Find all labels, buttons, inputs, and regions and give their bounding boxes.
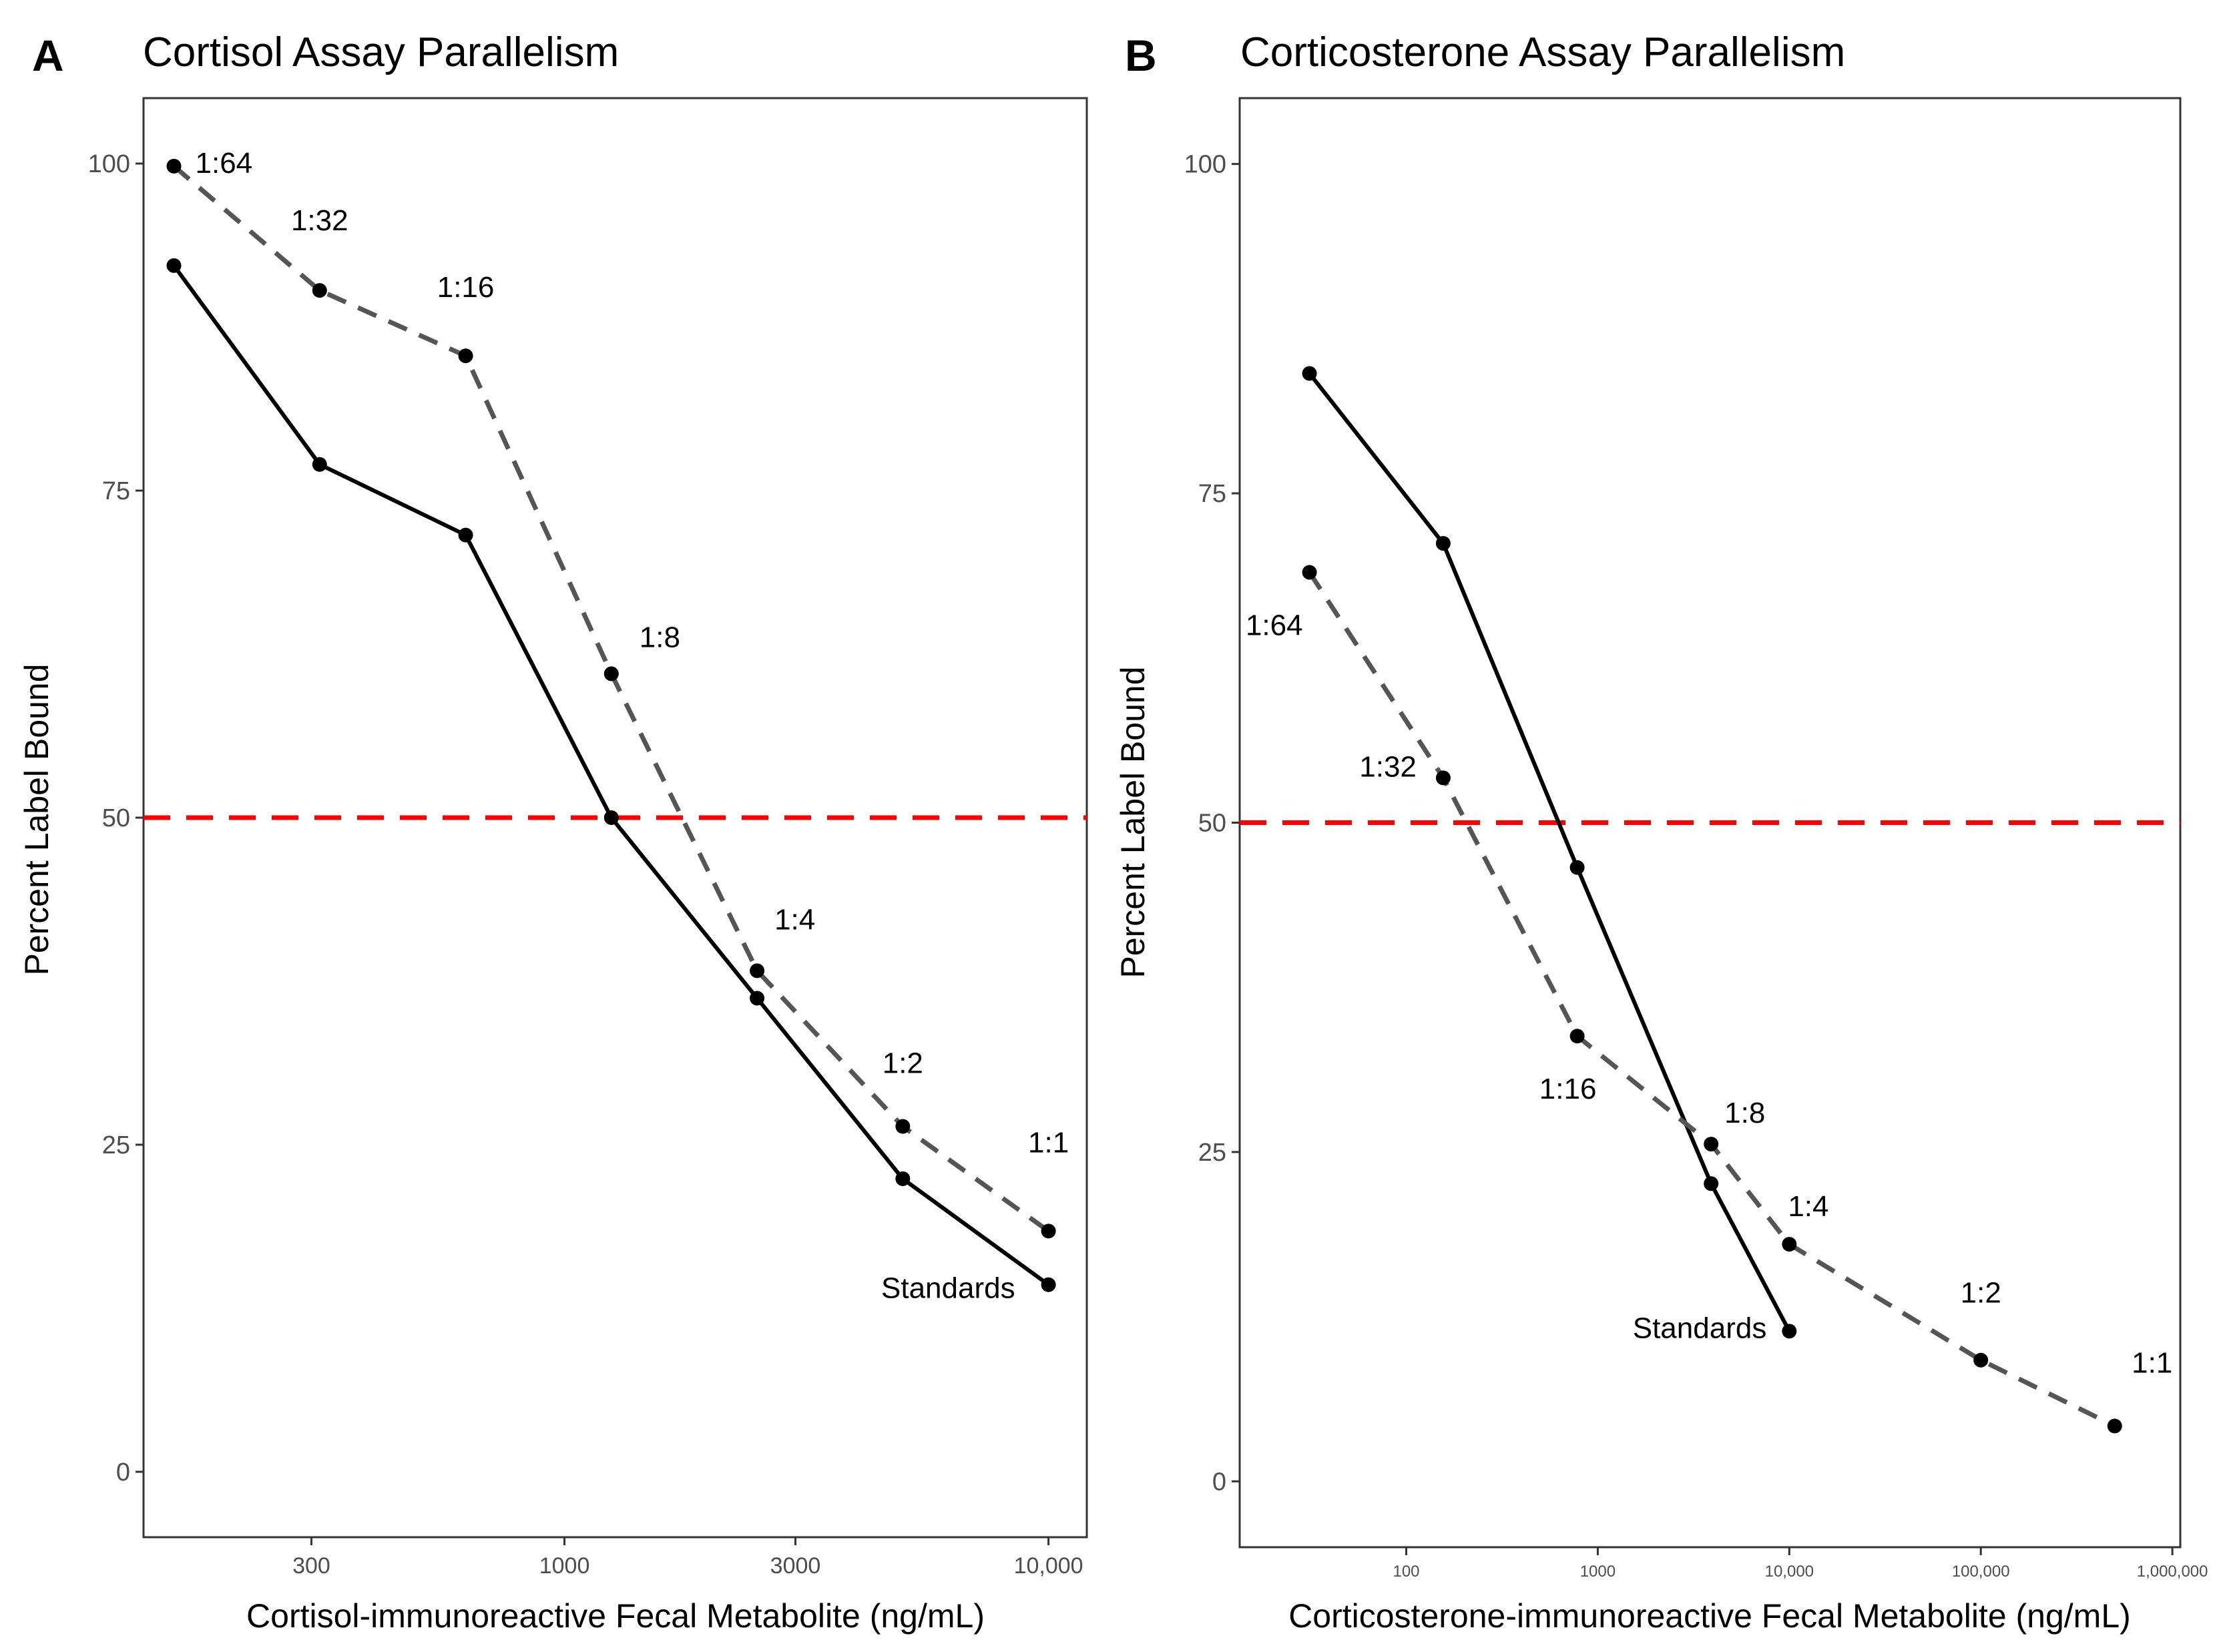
- y-tick-label: 0: [1212, 1468, 1226, 1496]
- y-tick-label: 25: [102, 1131, 130, 1159]
- dilution-label: 1:1: [1028, 1126, 1069, 1159]
- standards-point: [1782, 1324, 1797, 1339]
- standards-point: [750, 991, 765, 1006]
- samples-point: [1041, 1223, 1056, 1239]
- standards-annotation: Standards: [1633, 1312, 1767, 1344]
- dilution-label: 1:16: [1539, 1073, 1597, 1105]
- chart-title: Corticosterone Assay Parallelism: [1240, 29, 1845, 75]
- x-tick-label: 1,000,000: [2137, 1563, 2208, 1581]
- chart-title: Cortisol Assay Parallelism: [143, 29, 619, 75]
- dilution-label: 1:64: [1246, 609, 1303, 642]
- x-tick-label: 300: [292, 1553, 330, 1579]
- samples-point: [895, 1119, 911, 1134]
- dilution-label: 1:64: [196, 147, 253, 180]
- y-tick-label: 50: [102, 804, 130, 832]
- standards-point: [603, 810, 619, 825]
- panel-b-corticosterone: B Corticosterone Assay Parallelism 0 25 50 75…: [1114, 29, 2208, 1635]
- samples-point: [1569, 1029, 1585, 1044]
- x-tick-label: 10,000: [1765, 1563, 1814, 1581]
- x-tick-label: 1000: [1580, 1563, 1616, 1581]
- standards-point: [895, 1171, 911, 1186]
- dilution-label: 1:4: [1788, 1190, 1828, 1223]
- standards-annotation: Standards: [881, 1272, 1015, 1305]
- samples-point: [1782, 1237, 1797, 1252]
- dilution-label: 1:32: [291, 204, 348, 237]
- x-axis-label: Cortisol-immunoreactive Fecal Metabolite…: [246, 1597, 985, 1635]
- dilution-label: 1:2: [1961, 1277, 2001, 1310]
- y-tick-label: 75: [102, 477, 130, 505]
- y-tick-label: 0: [116, 1458, 130, 1486]
- panel-letter: B: [1125, 31, 1157, 80]
- standards-point: [1041, 1277, 1056, 1292]
- dilution-label: 1:1: [2132, 1346, 2172, 1379]
- standards-point: [1302, 366, 1317, 381]
- standards-point: [1435, 536, 1451, 551]
- standards-point: [458, 527, 473, 543]
- x-axis-label: Corticosterone-immunoreactive Fecal Meta…: [1288, 1597, 2131, 1635]
- x-tick-label: 100: [1393, 1563, 1419, 1581]
- y-tick-label: 50: [1198, 810, 1226, 838]
- dilution-label: 1:2: [883, 1047, 923, 1080]
- standards-point: [1569, 860, 1585, 875]
- dilution-label: 1:8: [640, 621, 680, 653]
- x-tick-label: 10,000: [1014, 1553, 1083, 1579]
- dilution-label: 1:8: [1724, 1097, 1765, 1129]
- x-tick-label: 1000: [539, 1553, 590, 1579]
- samples-point: [1302, 565, 1317, 580]
- samples-point: [1704, 1137, 1719, 1152]
- samples-point: [1435, 770, 1451, 786]
- standards-point: [1704, 1176, 1719, 1191]
- panel-letter: A: [32, 31, 64, 80]
- samples-point: [603, 666, 619, 681]
- x-tick-label: 3000: [770, 1553, 821, 1579]
- samples-point: [458, 348, 473, 364]
- y-axis-label: Percent Label Bound: [1114, 666, 1152, 978]
- samples-point: [1973, 1352, 1989, 1368]
- samples-point: [166, 158, 182, 174]
- dilution-label: 1:16: [437, 271, 495, 304]
- samples-point: [750, 963, 765, 979]
- x-tick-label: 100,000: [1952, 1563, 2010, 1581]
- y-tick-label: 100: [1184, 151, 1226, 179]
- dilution-label: 1:4: [774, 903, 815, 936]
- samples-point: [2107, 1418, 2122, 1434]
- y-tick-label: 100: [88, 150, 130, 178]
- y-axis-label: Percent Label Bound: [18, 663, 55, 975]
- samples-point: [312, 283, 327, 298]
- standards-point: [166, 258, 182, 273]
- panel-a-cortisol: A Cortisol Assay Parallelism 0 25 50 75 100 300…: [18, 29, 1088, 1635]
- dilution-label: 1:32: [1359, 750, 1417, 783]
- standards-point: [312, 457, 327, 472]
- y-tick-label: 75: [1198, 480, 1226, 508]
- y-tick-label: 25: [1198, 1139, 1226, 1167]
